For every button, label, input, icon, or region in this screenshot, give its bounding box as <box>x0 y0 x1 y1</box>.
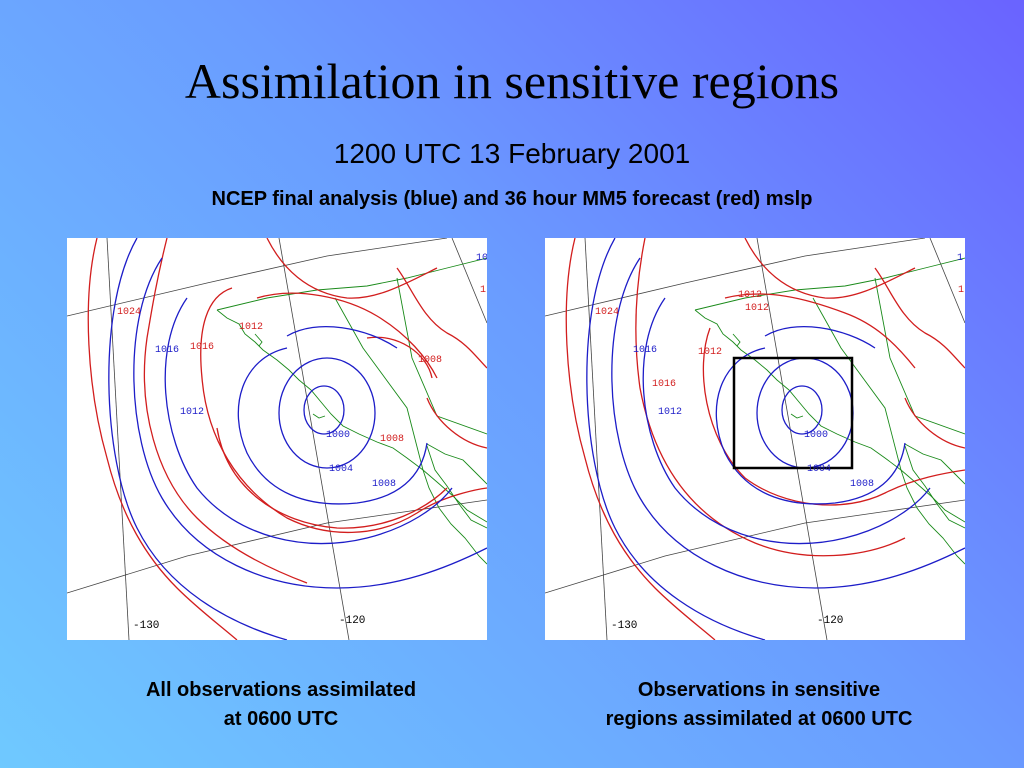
forecast-isobars-red <box>565 238 965 640</box>
contour-label: 1016 <box>652 379 676 390</box>
map-panel-all-observations: 1024 1016 1016 1012 1008 1012 1000 1008 … <box>67 238 487 640</box>
contour-label: 1 <box>958 285 964 296</box>
contour-label: 1000 <box>804 430 828 441</box>
pressure-map-left: 1024 1016 1016 1012 1008 1012 1000 1008 … <box>67 238 487 640</box>
caption-left-line2: at 0600 UTC <box>223 708 339 730</box>
caption-right-line2: regions assimilated at 0600 UTC <box>605 708 913 730</box>
contour-label: 1012 <box>698 347 722 358</box>
caption-left: All observations assimilated at 0600 UTC <box>71 676 491 734</box>
contour-label: 1004 <box>807 464 831 475</box>
graticule <box>545 238 965 640</box>
pressure-map-right: 1024 1016 1012 1012 1012 1016 1012 1000 … <box>545 238 965 640</box>
slide-title: Assimilation in sensitive regions <box>184 53 840 109</box>
longitude-label-120: -120 <box>339 615 365 627</box>
contour-label: 1016 <box>633 345 657 356</box>
coastline <box>694 257 965 565</box>
caption-right-line1: Observations in sensitive <box>637 679 881 701</box>
longitude-label-130: -130 <box>133 620 159 632</box>
map-panel-sensitive-regions: 1024 1016 1012 1012 1012 1016 1012 1000 … <box>545 238 965 640</box>
slide-subtitle: 1200 UTC 13 February 2001 <box>333 138 691 169</box>
analysis-isobars-blue <box>108 238 487 640</box>
contour-label: 1016 <box>155 345 179 356</box>
sensitive-region-box <box>732 356 854 470</box>
slide-description: NCEP final analysis (blue) and 36 hour M… <box>211 188 813 210</box>
contour-label: 1012 <box>180 407 204 418</box>
contour-label: 1016 <box>190 342 214 353</box>
analysis-isobars-blue <box>586 238 965 640</box>
longitude-label-130: -130 <box>611 620 637 632</box>
contour-label: 1024 <box>595 307 619 318</box>
contour-label: 1024 <box>117 307 141 318</box>
caption-left-line1: All observations assimilated <box>145 679 417 701</box>
contour-label: 10 <box>476 253 487 264</box>
forecast-isobars-red <box>87 238 487 640</box>
contour-label: 1008 <box>380 434 404 445</box>
contour-label: 1012 <box>658 407 682 418</box>
contour-label: 1012 <box>745 303 769 314</box>
contour-label: 1012 <box>738 290 762 301</box>
contour-label: 1012 <box>239 322 263 333</box>
contour-label: 1008 <box>850 479 874 490</box>
contour-label: 1008 <box>418 355 442 366</box>
caption-right: Observations in sensitive regions assimi… <box>549 676 969 734</box>
contour-label: 1 <box>480 285 486 296</box>
contour-label: 1004 <box>329 464 353 475</box>
coastline <box>216 257 487 565</box>
graticule <box>67 238 487 640</box>
contour-label: 1008 <box>372 479 396 490</box>
contour-label: 1 <box>957 253 963 264</box>
longitude-label-120: -120 <box>817 615 843 627</box>
contour-label: 1000 <box>326 430 350 441</box>
